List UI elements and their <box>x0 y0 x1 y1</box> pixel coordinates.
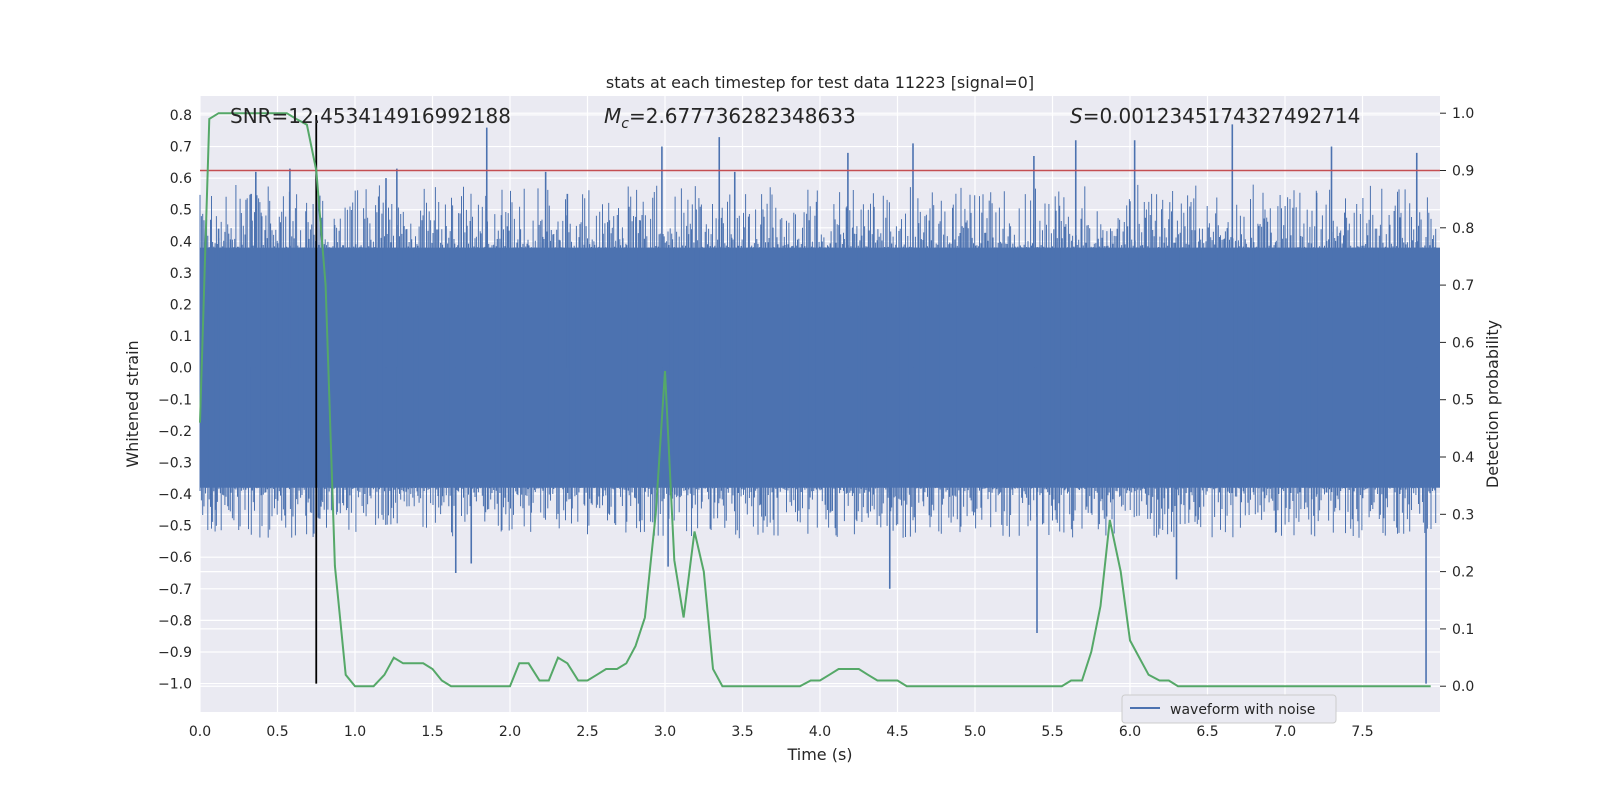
y2-tick-label: 0.0 <box>1452 679 1474 695</box>
y-tick-label: −0.9 <box>158 645 192 661</box>
x-tick-label: 0.0 <box>189 724 211 740</box>
x-tick-label: 6.5 <box>1196 724 1218 740</box>
x-tick-label: 6.0 <box>1119 724 1141 740</box>
waveform-band <box>199 184 1440 539</box>
y-tick-label: −0.8 <box>158 613 192 629</box>
y2-tick-label: 0.9 <box>1452 163 1474 179</box>
score-annotation: S=0.0012345174327492714 <box>1070 104 1360 128</box>
x-tick-label: 1.5 <box>421 724 443 740</box>
x-tick-label: 3.0 <box>654 724 676 740</box>
y2-tick-label: 1.0 <box>1452 106 1474 122</box>
y-tick-label: 0.2 <box>170 297 192 313</box>
x-tick-label: 2.0 <box>499 724 521 740</box>
y2-tick-label: 0.8 <box>1452 221 1474 237</box>
chirp-mass-subscript: c <box>621 116 629 132</box>
y-tick-label: 0.3 <box>170 266 192 282</box>
x-axis-label: Time (s) <box>786 745 852 764</box>
y2-tick-labels: 1.0 0.9 0.8 0.7 0.6 0.5 0.4 0.3 0.2 0.1 0.0 <box>1440 106 1474 695</box>
y-tick-label: −0.7 <box>158 582 192 598</box>
y-tick-label: 0.6 <box>170 171 192 187</box>
x-tick-label: 3.5 <box>731 724 753 740</box>
waveform-spikes <box>202 124 1427 684</box>
score-symbol: S <box>1070 104 1083 128</box>
x-tick-label: 5.0 <box>964 724 986 740</box>
y2-tick-label: 0.5 <box>1452 393 1474 409</box>
y-tick-label: 0.8 <box>170 108 192 124</box>
y-tick-label: 0.1 <box>170 329 192 345</box>
x-tick-label: 7.0 <box>1274 724 1296 740</box>
x-tick-label: 0.5 <box>266 724 288 740</box>
snr-annotation: SNR=12.453414916992188 <box>230 104 511 128</box>
x-tick-labels: 0.0 0.5 1.0 1.5 2.0 2.5 3.0 3.5 4.0 4.5 5.0 5.5 6.0 6… <box>189 724 1374 740</box>
x-tick-label: 4.5 <box>886 724 908 740</box>
legend-box <box>1121 694 1337 724</box>
y-axis-label: Whitened strain <box>123 340 142 467</box>
x-tick-label: 4.0 <box>809 724 831 740</box>
y-tick-label: 0.0 <box>170 361 192 377</box>
legend-label: waveform with noise <box>1170 702 1315 718</box>
y-tick-label: −0.2 <box>158 424 192 440</box>
waveform-noise <box>199 184 1437 539</box>
legend: waveform with noise <box>1121 694 1337 724</box>
y-tick-label: −0.6 <box>158 550 192 566</box>
x-tick-label: 7.5 <box>1351 724 1373 740</box>
y2-tick-label: 0.4 <box>1452 450 1474 466</box>
chirp-mass-annotation: Mc=2.677736282348633 <box>604 104 856 132</box>
chirp-mass-symbol: M <box>604 104 621 128</box>
x-tick-label: 2.5 <box>576 724 598 740</box>
y-tick-label: −1.0 <box>158 677 192 693</box>
x-tick-label: 5.5 <box>1041 724 1063 740</box>
y-tick-label: −0.1 <box>158 392 192 408</box>
y2-axis-label: Detection probability <box>1483 320 1502 488</box>
y2-tick-label: 0.1 <box>1452 622 1474 638</box>
series-line-detection-probability <box>199 112 1431 688</box>
y-tick-labels: 0.8 0.7 0.6 0.5 0.4 0.3 0.2 0.1 0.0 −0.1 −0.2 −0.3 −… <box>158 108 192 693</box>
y2-tick-label: 0.2 <box>1452 565 1474 581</box>
y2-tick-label: 0.3 <box>1452 507 1474 523</box>
y-tick-label: −0.3 <box>158 455 192 471</box>
y2-tick-label: 0.7 <box>1452 278 1474 294</box>
chart-title: stats at each timestep for test data 112… <box>606 73 1034 92</box>
y-tick-label: 0.5 <box>170 203 192 219</box>
y2-tick-label: 0.6 <box>1452 335 1474 351</box>
score-value: =0.0012345174327492714 <box>1083 104 1361 128</box>
y-tick-label: −0.4 <box>158 487 192 503</box>
x-tick-label: 1.0 <box>344 724 366 740</box>
y-tick-label: 0.7 <box>170 140 192 156</box>
chirp-mass-value: =2.677736282348633 <box>629 104 856 128</box>
y-tick-label: −0.5 <box>158 519 192 535</box>
y-tick-label: 0.4 <box>170 234 192 250</box>
